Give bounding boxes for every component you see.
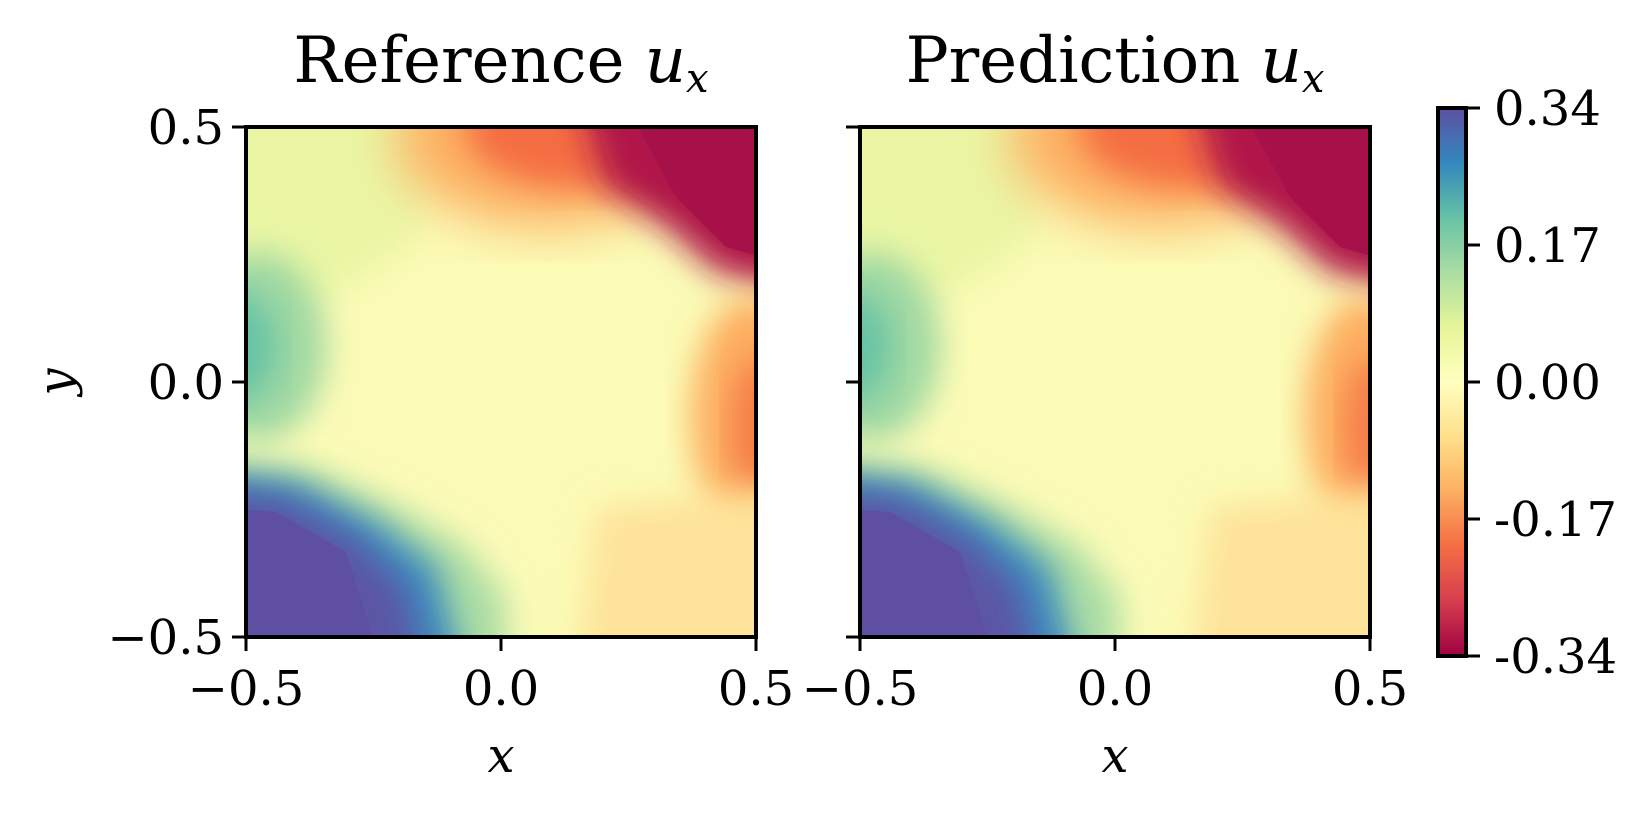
reference-y-axis-label: y bbox=[28, 368, 84, 398]
prediction-heatmap bbox=[800, 47, 1425, 677]
reference-panel: Reference ux 0.5 0.0 −0.5 −0.5 0.0 0.5 x… bbox=[28, 24, 811, 784]
y-tick-label-bottom: −0.5 bbox=[107, 610, 224, 666]
colorbar-label-0: 0.34 bbox=[1494, 81, 1601, 137]
prediction-x-axis-label: x bbox=[1101, 728, 1128, 784]
colorbar-label-3: -0.17 bbox=[1494, 492, 1617, 548]
colorbar-label-2: 0.00 bbox=[1494, 355, 1601, 411]
colorbar-label-1: 0.17 bbox=[1494, 218, 1601, 274]
x-tick-label-mid: 0.0 bbox=[463, 661, 539, 717]
pred-x-tick-label-left: −0.5 bbox=[802, 661, 919, 717]
pred-x-tick-label-mid: 0.0 bbox=[1077, 661, 1153, 717]
prediction-title: Prediction ux bbox=[906, 24, 1325, 102]
reference-title: Reference ux bbox=[293, 24, 708, 102]
prediction-panel: Prediction ux −0.5 0.0 0.5 x bbox=[800, 24, 1425, 784]
colorbar-gradient bbox=[1436, 106, 1468, 658]
colorbar-label-4: -0.34 bbox=[1494, 629, 1617, 685]
y-tick-label-top: 0.5 bbox=[148, 100, 224, 156]
reference-heatmap bbox=[186, 47, 811, 677]
y-tick-label-mid: 0.0 bbox=[148, 355, 224, 411]
reference-x-axis-label: x bbox=[487, 728, 514, 784]
x-tick-label-left: −0.5 bbox=[188, 661, 305, 717]
pred-x-tick-label-right: 0.5 bbox=[1332, 661, 1408, 717]
x-tick-label-right: 0.5 bbox=[718, 661, 794, 717]
colorbar: 0.34 0.17 0.00 -0.17 -0.34 bbox=[1436, 81, 1617, 685]
